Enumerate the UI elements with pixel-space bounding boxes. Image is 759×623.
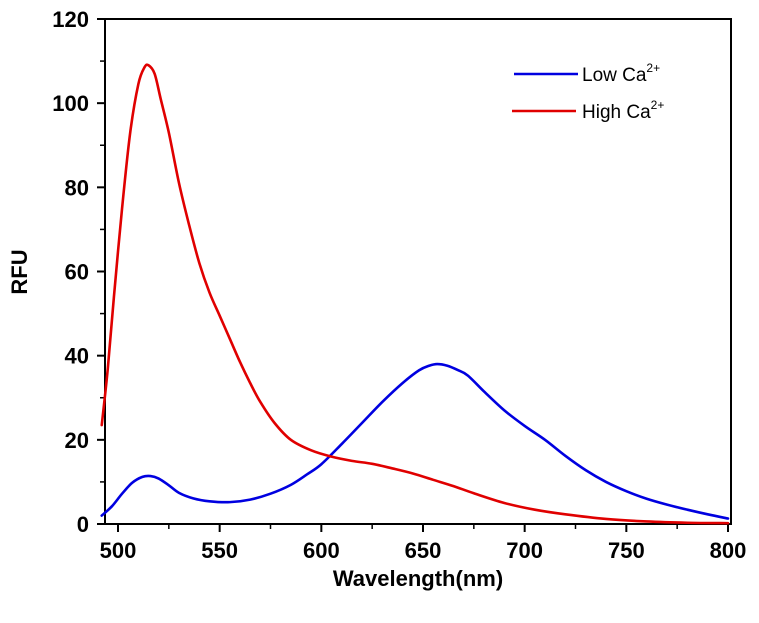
y-axis-ticks: 0 20 40 60 80 100 120 [52, 7, 105, 537]
y-tick-label: 120 [52, 7, 89, 32]
x-tick-label: 800 [710, 538, 747, 563]
y-axis-title: RFU [7, 249, 32, 294]
x-tick-label: 500 [100, 538, 137, 563]
y-tick-label: 40 [65, 344, 89, 369]
x-tick-label: 550 [201, 538, 238, 563]
y-tick-label: 0 [77, 512, 89, 537]
series-line-low-ca [100, 362, 730, 520]
x-tick-label: 750 [608, 538, 645, 563]
x-tick-label: 600 [303, 538, 340, 563]
series-layer [100, 63, 730, 525]
x-axis-title: Wavelength(nm) [333, 566, 503, 591]
x-tick-label: 700 [506, 538, 543, 563]
y-tick-label: 80 [65, 175, 89, 200]
legend-label-low-ca: Low Ca2+ [582, 61, 660, 86]
y-tick-label: 20 [65, 428, 89, 453]
legend-entry-high-ca: High Ca2+ [512, 98, 664, 123]
series-line-high-ca [100, 63, 730, 525]
x-axis-ticks: 500 550 600 650 700 750 800 [100, 524, 747, 563]
y-tick-label: 100 [52, 91, 89, 116]
legend-label-high-ca: High Ca2+ [582, 98, 664, 123]
plot-frame [104, 18, 732, 525]
x-tick-label: 650 [405, 538, 442, 563]
y-tick-label: 60 [65, 260, 89, 285]
legend: Low Ca2+ High Ca2+ [512, 61, 664, 123]
legend-entry-low-ca: Low Ca2+ [514, 61, 660, 86]
